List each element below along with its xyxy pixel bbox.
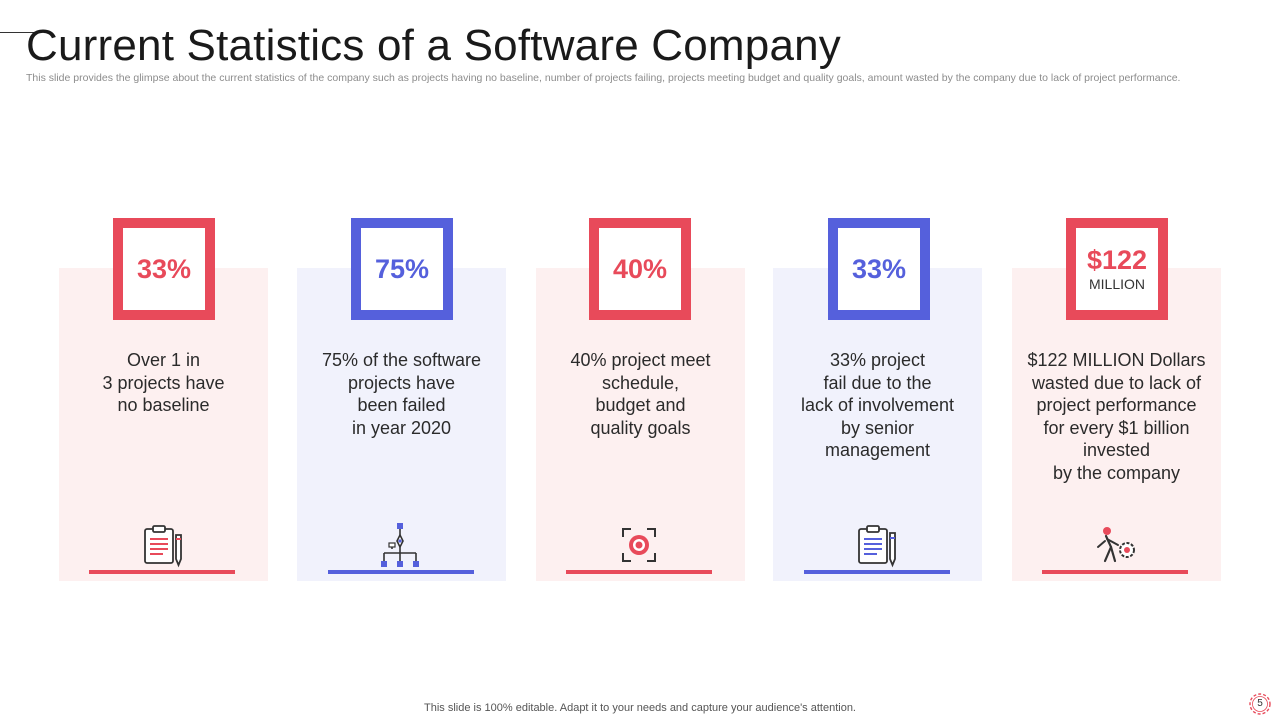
stat-box-senior-involvement: 33% [828,218,930,320]
accent-bar [89,570,235,574]
stat-description: Over 1 in 3 projects have no baseline [102,350,225,415]
hierarchy-icon [376,521,424,569]
stat-card-money-wasted [1012,268,1221,581]
stat-value: 40% [612,254,668,284]
accent-bar [328,570,474,574]
target-focus-icon [615,521,663,569]
footer-note: This slide is 100% editable. Adapt it to… [424,702,856,714]
accent-bar [1042,570,1188,574]
stat-unit: MILLION [1088,276,1145,292]
clipboard-pen-icon [139,521,187,569]
accent-bar [566,570,712,574]
stat-box-no-baseline: 33% [113,218,215,320]
stat-value: 33% [136,254,192,284]
stat-description: 33% project fail due to the lack of invo… [800,350,955,460]
stat-box-projects-failed: 75% [351,218,453,320]
person-pushing-gear-icon [1091,521,1139,569]
document-pen-icon [853,521,901,569]
page-title: Current Statistics of a Software Company [26,21,841,70]
stat-box-money-wasted: $122 MILLION [1066,218,1168,320]
accent-bar [804,570,950,574]
title-rule [0,32,38,33]
page-number: 5 [1257,698,1263,709]
stat-value: 33% [851,254,907,284]
stat-box-goals-met: 40% [589,218,691,320]
page-subtitle: This slide provides the glimpse about th… [26,72,1181,84]
stat-description: 75% of the software projects have been f… [321,350,482,438]
stat-description: 40% project meet schedule, budget and qu… [570,350,711,438]
page-number-badge: 5 [1245,689,1275,719]
stat-value: 75% [374,254,430,284]
stat-card-goals-met [536,268,745,581]
gear-icon [1249,693,1271,715]
stat-value: $122 [1086,245,1148,275]
stat-description: $122 MILLION Dollars wasted due to lack … [1027,350,1206,483]
